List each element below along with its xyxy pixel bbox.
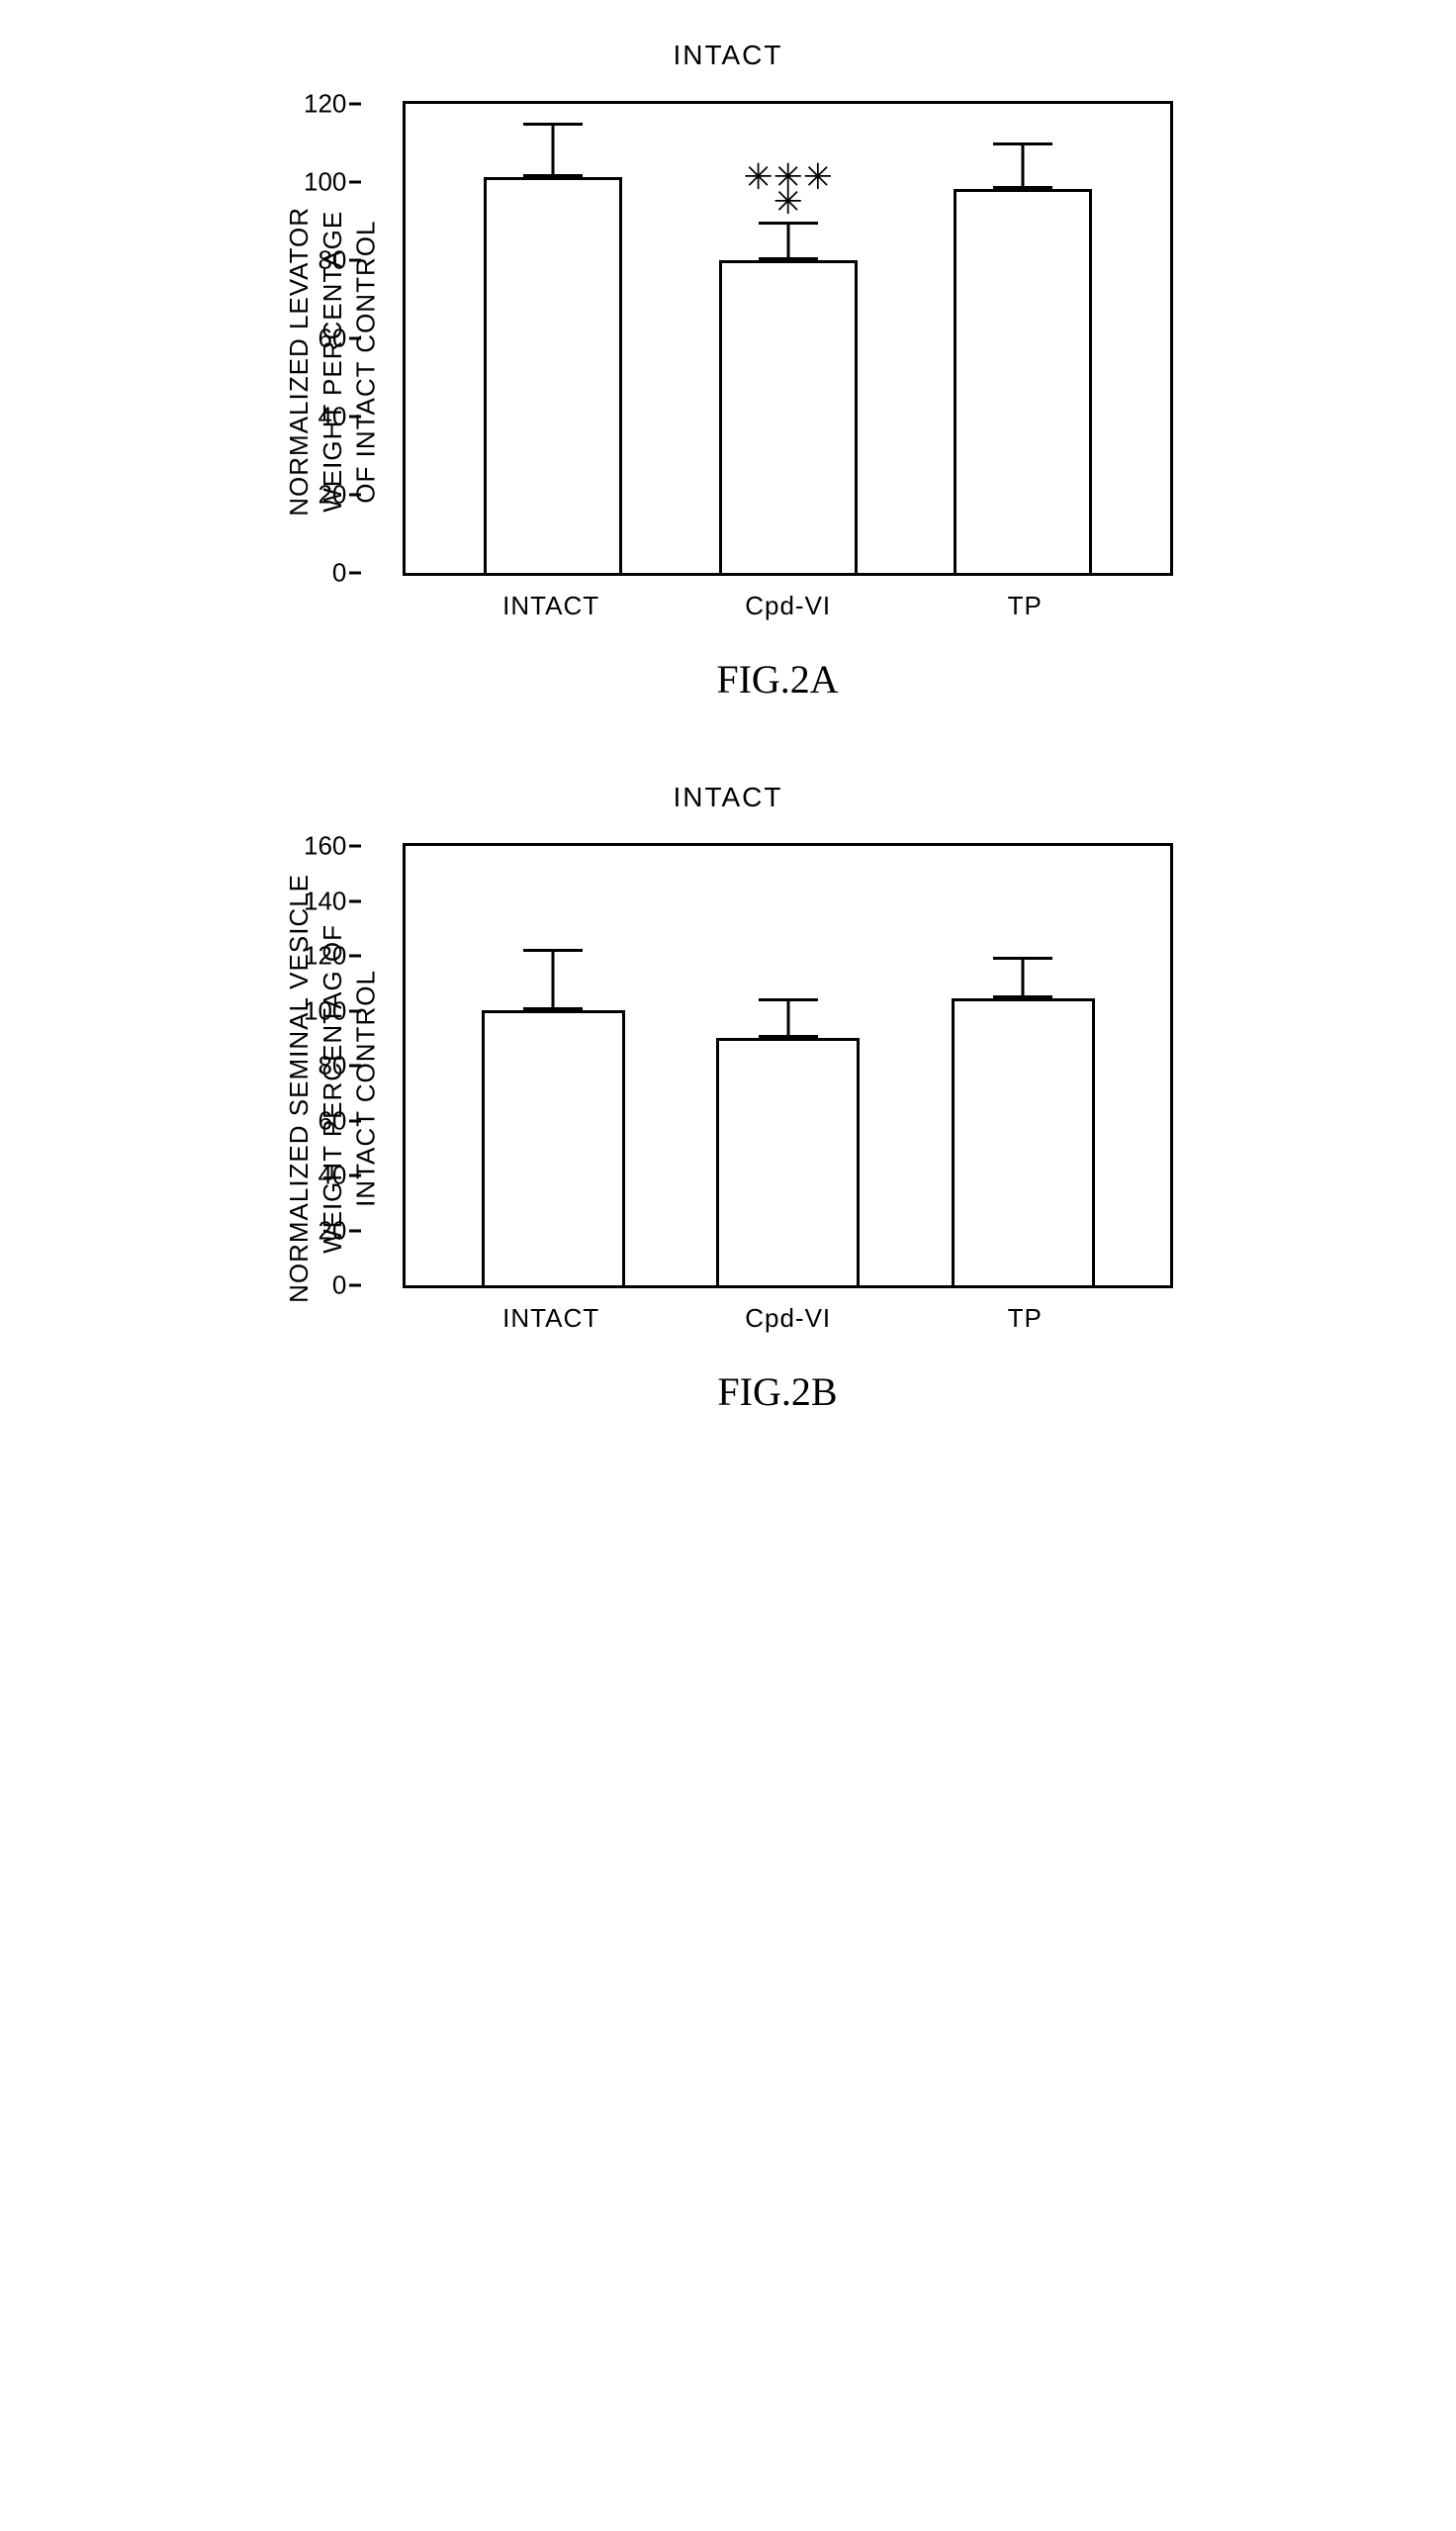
error-cap — [523, 123, 583, 126]
chart-a-area: 020406080100120 ✳✳✳✳ INTACT Cpd-VI TP — [403, 101, 1173, 621]
y-tick: 100 — [304, 167, 346, 198]
bar-group — [952, 846, 1095, 1285]
y-tick: 80 — [318, 245, 346, 276]
bar — [484, 177, 622, 573]
y-tick: 20 — [318, 1215, 346, 1246]
chart-a-bars: ✳✳✳✳ — [406, 104, 1170, 573]
bar-group: ✳✳✳✳ — [719, 104, 858, 573]
error-bar — [786, 1001, 789, 1038]
y-tick: 120 — [304, 89, 346, 120]
bar — [952, 998, 1095, 1285]
bar-group — [484, 104, 622, 573]
error-bar — [552, 952, 555, 1010]
y-tick: 40 — [318, 402, 346, 432]
chart-b-bars — [406, 846, 1170, 1285]
y-tick: 100 — [304, 995, 346, 1026]
chart-a-wrapper: NORMALIZED LEVATORWEIGHT PERCENTAGEOF IN… — [283, 101, 1173, 621]
chart-b-title: INTACT — [673, 782, 782, 813]
significance-marker: ✳✳✳✳ — [743, 165, 833, 215]
y-tick: 20 — [318, 480, 346, 511]
y-tick: 120 — [304, 941, 346, 972]
y-tick: 60 — [318, 1105, 346, 1136]
bar — [482, 1010, 625, 1285]
chart-b-xlabels: INTACT Cpd-VI TP — [403, 1288, 1173, 1334]
error-bar — [1022, 960, 1025, 998]
chart-b-area: 020406080100120140160 INTACT Cpd-VI TP — [403, 843, 1173, 1334]
x-label: Cpd-VI — [716, 1303, 860, 1334]
bar — [719, 260, 858, 573]
error-bar — [552, 126, 555, 177]
x-label: TP — [956, 591, 1094, 621]
bar-group — [482, 846, 625, 1285]
y-tick: 40 — [318, 1161, 346, 1191]
x-label: INTACT — [482, 591, 620, 621]
bar-group — [716, 846, 860, 1285]
bar — [716, 1038, 860, 1285]
chart-b-figure-label: FIG.2B — [717, 1368, 837, 1415]
error-cap — [993, 142, 1052, 145]
x-label: TP — [954, 1303, 1097, 1334]
error-cap — [759, 998, 818, 1001]
chart-b-wrapper: NORMALIZED SEMINAL VESICLEWEIGHT PERCENT… — [283, 843, 1173, 1334]
y-tick: 0 — [332, 1270, 346, 1301]
error-cap — [759, 222, 818, 225]
chart-a-plot: 020406080100120 ✳✳✳✳ — [403, 101, 1173, 576]
y-tick: 160 — [304, 831, 346, 862]
error-cap — [523, 949, 583, 952]
y-tick: 140 — [304, 886, 346, 916]
error-bar — [1022, 145, 1025, 189]
bar — [954, 189, 1092, 573]
chart-a-xlabels: INTACT Cpd-VI TP — [403, 576, 1173, 621]
y-tick: 80 — [318, 1051, 346, 1081]
chart-a-title: INTACT — [673, 40, 782, 71]
chart-b-plot: 020406080100120140160 — [403, 843, 1173, 1288]
error-bar — [786, 225, 789, 260]
bar-group — [954, 104, 1092, 573]
x-label: INTACT — [480, 1303, 623, 1334]
chart-a-figure-label: FIG.2A — [716, 656, 838, 703]
chart-a-container: INTACT NORMALIZED LEVATORWEIGHT PERCENTA… — [283, 40, 1173, 703]
y-tick: 60 — [318, 324, 346, 354]
x-label: Cpd-VI — [719, 591, 858, 621]
y-tick: 0 — [332, 558, 346, 589]
chart-b-container: INTACT NORMALIZED SEMINAL VESICLEWEIGHT … — [283, 782, 1173, 1415]
error-cap — [993, 957, 1052, 960]
